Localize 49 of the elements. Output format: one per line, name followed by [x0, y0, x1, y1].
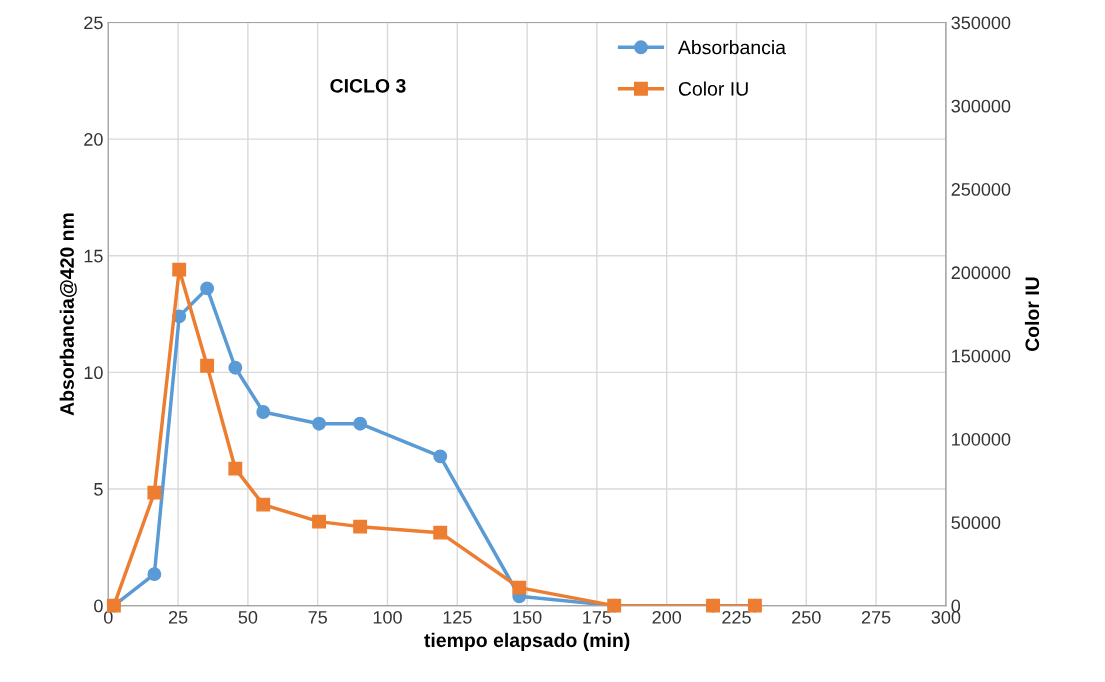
x-tick-label: 175 — [583, 611, 612, 624]
point — [147, 485, 162, 500]
y2-axis-title: Color IU — [1024, 277, 1040, 352]
x-tick-label: 250 — [792, 610, 821, 624]
y-tick-label: 25 — [84, 16, 103, 30]
y2-tick-label: 150000 — [952, 349, 1011, 363]
x-tick-label: 75 — [308, 611, 327, 624]
y2-tick-label: 100000 — [952, 432, 1011, 446]
point — [228, 461, 243, 476]
y-tick-label: 0 — [94, 599, 103, 613]
point — [433, 449, 448, 464]
y2-tick-label: 350000 — [951, 16, 1011, 30]
y2-tick-label: 50000 — [951, 516, 1001, 530]
x-tick-label: 200 — [652, 610, 682, 624]
x-tick-label: 25 — [168, 610, 188, 624]
point — [172, 262, 187, 277]
point — [312, 514, 327, 529]
x-tick-label: 50 — [238, 610, 258, 624]
y-tick-label: 15 — [84, 249, 103, 263]
x-tick-label: 150 — [513, 610, 542, 624]
point — [312, 416, 327, 431]
point — [200, 281, 215, 296]
y-tick-label: 20 — [84, 133, 103, 146]
point — [200, 358, 215, 373]
x-tick-label: 0 — [103, 610, 113, 624]
point — [433, 525, 448, 540]
legend-label: Color IU — [678, 81, 748, 96]
x-axis-title: tiempo elapsado (min) — [424, 632, 630, 651]
y2-tick-label: 250000 — [951, 183, 1011, 196]
y-axis-title: Absorbancia@420 nm — [59, 213, 77, 416]
point — [256, 405, 271, 419]
y-tick-label: 5 — [94, 483, 103, 496]
x-tick-label: 275 — [861, 610, 891, 624]
annotation: CICLO 3 — [330, 78, 406, 93]
legend-label: Absorbancia — [677, 40, 786, 55]
point — [228, 360, 243, 375]
point — [256, 497, 271, 512]
y-tick-label: 10 — [84, 366, 103, 380]
x-tick-label: 300 — [931, 610, 961, 624]
x-tick-label: 100 — [373, 610, 402, 624]
y2-tick-label: 200000 — [951, 266, 1011, 280]
y2-tick-label: 0 — [951, 599, 961, 613]
point — [512, 580, 527, 595]
point — [147, 567, 162, 582]
x-tick-label: 225 — [722, 610, 751, 624]
point — [353, 416, 368, 431]
point — [353, 519, 368, 534]
y2-tick-label: 300000 — [951, 99, 1011, 113]
x-tick-label: 125 — [443, 610, 472, 624]
